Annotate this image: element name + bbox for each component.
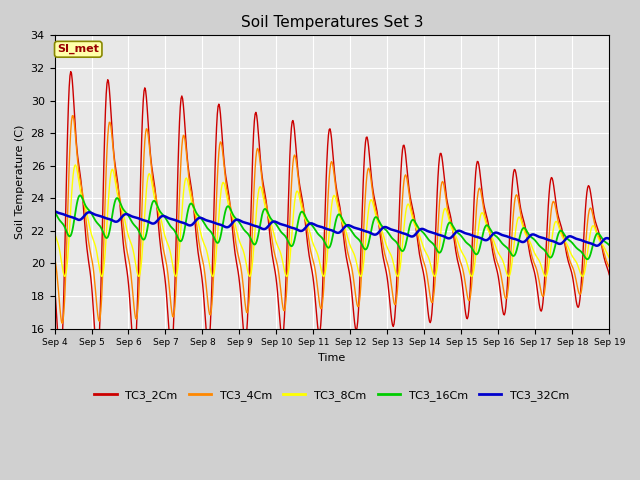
- TC3_16Cm: [605, 242, 613, 248]
- TC3_2Cm: [57, 357, 65, 363]
- TC3_8Cm: [401, 217, 408, 223]
- TC3_8Cm: [246, 274, 253, 279]
- TC3_16Cm: [61, 224, 68, 229]
- TC3_4Cm: [401, 173, 408, 179]
- TC3_8Cm: [118, 208, 126, 214]
- TC3_4Cm: [69, 113, 77, 119]
- TC3_4Cm: [175, 192, 183, 198]
- TC3_16Cm: [118, 205, 126, 211]
- Line: TC3_4Cm: TC3_4Cm: [54, 116, 609, 324]
- TC3_8Cm: [204, 254, 212, 260]
- TC3_32Cm: [399, 230, 407, 236]
- Line: TC3_8Cm: TC3_8Cm: [54, 165, 609, 276]
- TC3_2Cm: [67, 69, 75, 74]
- TC3_2Cm: [417, 259, 425, 265]
- TC3_8Cm: [51, 230, 58, 236]
- TC3_2Cm: [119, 240, 127, 245]
- TC3_4Cm: [61, 280, 69, 286]
- Legend: TC3_2Cm, TC3_4Cm, TC3_8Cm, TC3_16Cm, TC3_32Cm: TC3_2Cm, TC3_4Cm, TC3_8Cm, TC3_16Cm, TC3…: [90, 385, 574, 405]
- TC3_16Cm: [204, 226, 212, 232]
- TC3_4Cm: [205, 308, 212, 313]
- TC3_8Cm: [605, 255, 613, 261]
- Title: Soil Temperatures Set 3: Soil Temperatures Set 3: [241, 15, 423, 30]
- TC3_4Cm: [58, 321, 66, 326]
- TC3_8Cm: [72, 162, 79, 168]
- TC3_32Cm: [61, 212, 68, 217]
- TC3_8Cm: [175, 256, 182, 262]
- TC3_2Cm: [401, 145, 408, 151]
- Line: TC3_16Cm: TC3_16Cm: [54, 195, 609, 259]
- TC3_32Cm: [605, 236, 613, 241]
- TC3_16Cm: [175, 237, 182, 242]
- TC3_2Cm: [51, 283, 58, 288]
- TC3_32Cm: [174, 218, 182, 224]
- TC3_2Cm: [175, 119, 183, 125]
- TC3_8Cm: [417, 237, 425, 243]
- TC3_32Cm: [118, 215, 125, 220]
- TC3_32Cm: [415, 227, 423, 233]
- TC3_4Cm: [605, 264, 613, 270]
- TC3_8Cm: [61, 274, 68, 279]
- TC3_32Cm: [593, 243, 601, 249]
- X-axis label: Time: Time: [318, 353, 346, 363]
- TC3_4Cm: [119, 221, 127, 227]
- Y-axis label: Soil Temperature (C): Soil Temperature (C): [15, 125, 25, 239]
- TC3_2Cm: [205, 341, 212, 347]
- TC3_32Cm: [204, 218, 211, 224]
- TC3_32Cm: [51, 208, 58, 214]
- Text: SI_met: SI_met: [58, 44, 99, 54]
- TC3_16Cm: [400, 247, 408, 252]
- Line: TC3_32Cm: TC3_32Cm: [54, 211, 609, 246]
- TC3_4Cm: [51, 254, 58, 260]
- TC3_2Cm: [605, 272, 613, 277]
- TC3_16Cm: [76, 192, 84, 198]
- TC3_16Cm: [51, 208, 58, 214]
- TC3_16Cm: [584, 256, 591, 262]
- Line: TC3_2Cm: TC3_2Cm: [54, 72, 609, 360]
- TC3_2Cm: [61, 226, 69, 231]
- TC3_16Cm: [417, 227, 424, 233]
- TC3_4Cm: [417, 249, 425, 255]
